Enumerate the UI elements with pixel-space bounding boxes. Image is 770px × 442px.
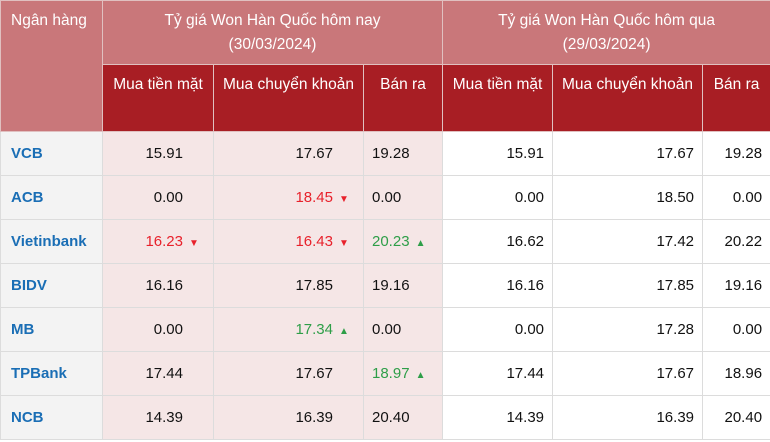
arrow-up-icon: ▲	[339, 326, 349, 337]
today-rate-cell: 0.00	[362, 175, 444, 220]
yesterday-rate-cell: 20.40	[702, 395, 770, 440]
table-row: NCB 14.39 16.39 20.40 14.39 16.39 20.40	[0, 395, 770, 440]
rate-value: 20.40	[372, 409, 410, 426]
today-rate-cell: 0.00	[102, 307, 214, 352]
rate-value: 17.67	[295, 365, 333, 382]
yesterday-rate-cell: 17.44	[442, 351, 554, 396]
arrow-down-icon: ▼	[339, 238, 349, 249]
rate-value: 0.00	[153, 189, 183, 206]
yesterday-rate-cell: 16.39	[552, 395, 704, 440]
yesterday-rate-cell: 19.16	[702, 263, 770, 308]
today-rate-cell: 17.67	[213, 351, 364, 396]
rate-value: 17.34	[295, 321, 333, 338]
today-rate-cell: 16.43 ▼	[213, 219, 364, 264]
yesterday-date: (29/03/2024)	[562, 36, 651, 53]
table-row: MB 0.00 17.34 ▲ 0.00 0.00 17.28 0.00	[0, 307, 770, 352]
yesterday-rate-cell: 0.00	[442, 307, 554, 352]
table-row: TPBank 17.44 17.67 18.97 ▲ 17.44 17.67 18.96	[0, 351, 770, 396]
rate-value: 0.00	[153, 321, 183, 338]
rate-value: 0.00	[372, 321, 402, 338]
today-rate-cell: 19.16	[362, 263, 444, 308]
today-title: Tỷ giá Won Hàn Quốc hôm nay	[164, 12, 381, 29]
rate-value: 17.85	[295, 277, 333, 294]
arrow-up-icon: ▲	[415, 370, 426, 381]
today-rate-cell: 0.00	[102, 175, 214, 220]
rate-value: 17.44	[145, 365, 183, 382]
yesterday-rate-cell: 16.16	[442, 263, 554, 308]
yesterday-rate-cell: 18.50	[552, 175, 704, 220]
yesterday-rate-cell: 18.96	[702, 351, 770, 396]
yesterday-title: Tỷ giá Won Hàn Quốc hôm qua	[498, 12, 715, 29]
bank-name: ACB	[0, 175, 103, 220]
bank-header: Ngân hàng	[0, 0, 103, 132]
yesterday-rate-cell: 17.67	[552, 351, 704, 396]
bank-name: Vietinbank	[0, 219, 103, 264]
arrow-down-icon: ▼	[339, 194, 349, 205]
today-rate-cell: 17.34 ▲	[213, 307, 364, 352]
column-header: Mua tiền mặt	[102, 64, 214, 132]
yesterday-rate-cell: 14.39	[442, 395, 554, 440]
rate-value: 17.67	[295, 145, 333, 162]
column-header: Mua chuyển khoản	[213, 64, 364, 132]
today-rate-cell: 16.39	[213, 395, 364, 440]
rate-value: 16.39	[295, 409, 333, 426]
yesterday-header: Tỷ giá Won Hàn Quốc hôm qua (29/03/2024)	[442, 0, 770, 65]
arrow-up-icon: ▲	[415, 238, 426, 249]
rate-value: 16.23	[145, 233, 183, 250]
today-rate-cell: 19.28	[362, 131, 444, 176]
bank-name: BIDV	[0, 263, 103, 308]
today-rate-cell: 18.97 ▲	[362, 351, 444, 396]
column-header: Mua chuyển khoản	[552, 64, 704, 132]
today-rate-cell: 16.23 ▼	[102, 219, 214, 264]
today-date: (30/03/2024)	[228, 36, 317, 53]
yesterday-rate-cell: 19.28	[702, 131, 770, 176]
rate-value: 16.43	[295, 233, 333, 250]
table-row: Vietinbank 16.23 ▼ 16.43 ▼ 20.23 ▲ 16.62 17.42 20…	[0, 219, 770, 264]
rate-value: 18.45	[295, 189, 333, 206]
bank-name: MB	[0, 307, 103, 352]
table-row: ACB 0.00 18.45 ▼ 0.00 0.00 18.50 0.00	[0, 175, 770, 220]
yesterday-rate-cell: 0.00	[702, 175, 770, 220]
bank-name: NCB	[0, 395, 103, 440]
table-row: VCB 15.91 17.67 19.28 15.91 17.67 19.28	[0, 131, 770, 176]
rate-value: 18.97	[372, 365, 410, 382]
yesterday-rate-cell: 0.00	[442, 175, 554, 220]
today-header: Tỷ giá Won Hàn Quốc hôm nay (30/03/2024)	[101, 0, 444, 65]
bank-name: TPBank	[0, 351, 103, 396]
table-row: BIDV 16.16 17.85 19.16 16.16 17.85 19.16	[0, 263, 770, 308]
yesterday-rate-cell: 20.22	[702, 219, 770, 264]
today-rate-cell: 20.40	[362, 395, 444, 440]
yesterday-rate-cell: 17.28	[552, 307, 704, 352]
column-header: Mua tiền mặt	[442, 64, 554, 132]
today-rate-cell: 18.45 ▼	[213, 175, 364, 220]
rate-value: 20.23	[372, 233, 410, 250]
yesterday-rate-cell: 15.91	[442, 131, 554, 176]
rate-value: 19.16	[372, 277, 410, 294]
rate-value: 19.28	[372, 145, 410, 162]
today-rate-cell: 17.44	[102, 351, 214, 396]
today-rate-cell: 20.23 ▲	[362, 219, 444, 264]
today-rate-cell: 15.91	[102, 131, 214, 176]
yesterday-rate-cell: 17.67	[552, 131, 704, 176]
today-rate-cell: 0.00	[362, 307, 444, 352]
rate-value: 16.16	[145, 277, 183, 294]
column-header: Bán ra	[362, 64, 444, 132]
today-rate-cell: 17.67	[213, 131, 364, 176]
yesterday-rate-cell: 17.42	[552, 219, 704, 264]
yesterday-rate-cell: 16.62	[442, 219, 554, 264]
today-rate-cell: 17.85	[213, 263, 364, 308]
today-rate-cell: 16.16	[102, 263, 214, 308]
column-header: Bán ra	[702, 64, 770, 132]
today-rate-cell: 14.39	[102, 395, 214, 440]
rate-value: 14.39	[145, 409, 183, 426]
rate-value: 15.91	[145, 145, 183, 162]
yesterday-rate-cell: 0.00	[702, 307, 770, 352]
bank-name: VCB	[0, 131, 103, 176]
rate-value: 0.00	[372, 189, 402, 206]
yesterday-rate-cell: 17.85	[552, 263, 704, 308]
arrow-down-icon: ▼	[189, 238, 199, 249]
